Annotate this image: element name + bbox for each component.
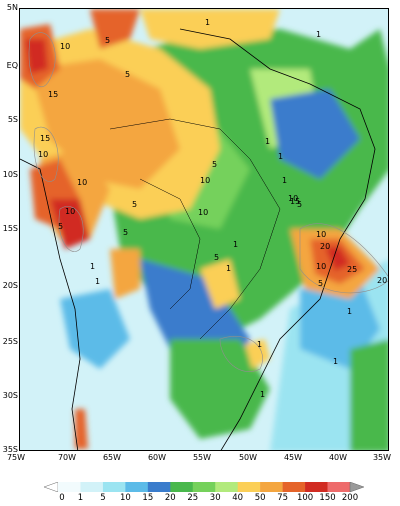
colorbar-segment xyxy=(170,482,194,492)
east-coastline xyxy=(179,28,376,450)
contour-label: 10 xyxy=(316,262,326,271)
contour-label: 1 xyxy=(316,30,321,39)
colorbar-label: 20 xyxy=(164,493,176,503)
contour-label: 10 xyxy=(200,176,210,185)
colorbar-label: 100 xyxy=(296,493,314,503)
lat-label-eq: EQ xyxy=(6,61,18,70)
contour-label: 15 xyxy=(48,90,58,99)
precipitation-map: 10 5 1 15 10 5 15 10 10 5 5 10 5 5 1 1 10 5 10 10 5 1 1 20 10 25 2… xyxy=(19,8,389,451)
contour-label: 10 xyxy=(288,194,298,203)
colorbar-segment xyxy=(282,482,306,492)
colorbar-label: 10 xyxy=(119,493,131,503)
lon-label-75w: 75W xyxy=(6,453,26,462)
colorbar-segment xyxy=(125,482,149,492)
colorbar-segment xyxy=(260,482,283,492)
colorbar-label: 40 xyxy=(232,493,244,503)
contour-label: 15 xyxy=(40,134,50,143)
colorbar-label: 200 xyxy=(341,493,359,503)
colorbar-segment xyxy=(215,482,238,492)
contour-label: 1 xyxy=(226,264,231,273)
contour-label: 1 xyxy=(233,240,238,249)
lat-label-5n: 5N xyxy=(6,3,18,12)
lon-label-55w: 55W xyxy=(192,453,212,462)
west-coastline xyxy=(20,158,81,450)
colorbar-segment xyxy=(80,482,104,492)
lon-label-50w: 50W xyxy=(238,453,258,462)
contour-label: 1 xyxy=(205,18,210,27)
lon-label-70w: 70W xyxy=(57,453,77,462)
colorbar-label: 25 xyxy=(187,493,199,503)
lat-label-15s: 15S xyxy=(2,224,18,233)
contour-label: 5 xyxy=(212,160,217,169)
country-border xyxy=(139,178,201,310)
lon-label-35w: 35W xyxy=(372,453,392,462)
lon-label-45w: 45W xyxy=(283,453,303,462)
contour-label: 25 xyxy=(347,265,357,274)
contour-label: 5 xyxy=(318,279,323,288)
contour-label: 1 xyxy=(282,176,287,185)
contour-lines xyxy=(28,32,388,372)
contour-label: 1 xyxy=(333,357,338,366)
colorbar-segment xyxy=(327,482,351,492)
contour-label: 5 xyxy=(105,36,110,45)
colorbar-label: 150 xyxy=(319,493,336,503)
lon-label-65w: 65W xyxy=(102,453,122,462)
contour-label: 5 xyxy=(58,222,63,231)
contour-label: 10 xyxy=(198,208,208,217)
lat-label-25s: 25S xyxy=(2,337,18,346)
contour-label: 5 xyxy=(132,200,137,209)
lat-label-20s: 20S xyxy=(2,281,18,290)
contour-label: 1 xyxy=(278,152,283,161)
colorbar-segment xyxy=(192,482,216,492)
lat-label-30s: 30S xyxy=(2,391,18,400)
lon-label-60w: 60W xyxy=(147,453,167,462)
contour-label: 1 xyxy=(90,262,95,271)
contour-label: 1 xyxy=(257,340,262,349)
lat-label-10s: 10S xyxy=(2,170,18,179)
colorbar-low-arrow xyxy=(44,482,59,492)
colorbar-label: 1 xyxy=(77,493,84,503)
colorbar-segment xyxy=(305,482,328,492)
contour-label: 10 xyxy=(77,178,87,187)
colorbar-segment xyxy=(237,482,261,492)
contour-label: 10 xyxy=(65,207,75,216)
lon-label-40w: 40W xyxy=(328,453,348,462)
lat-label-35s: 35S xyxy=(2,445,18,454)
colorbar-label: 75 xyxy=(277,493,289,503)
contour-label: 10 xyxy=(38,150,48,159)
colorbar-segment xyxy=(102,482,126,492)
colorbar-label: 50 xyxy=(254,493,266,503)
contour-label: 5 xyxy=(123,228,128,237)
colorbar xyxy=(44,482,364,492)
contour-label: 5 xyxy=(297,200,302,209)
contour-label: 15 xyxy=(290,197,300,206)
contour-label: 1 xyxy=(265,137,270,146)
contour-label: 1 xyxy=(347,307,352,316)
colorbar-label: 0 xyxy=(59,493,65,503)
colorbar-label: 15 xyxy=(142,493,154,503)
contour-label: 5 xyxy=(214,253,219,262)
contour-label: 10 xyxy=(316,230,326,239)
contour-label: 10 xyxy=(60,42,70,51)
precip-field xyxy=(20,9,388,450)
contour-label: 1 xyxy=(95,277,100,286)
lat-label-5s: 5S xyxy=(7,115,18,124)
colorbar-segment xyxy=(147,482,171,492)
state-borders xyxy=(109,118,281,340)
contour-label: 1 xyxy=(260,390,265,399)
contour-label: 20 xyxy=(320,242,330,251)
colorbar-high-arrow xyxy=(349,482,364,492)
contour-label: 20 xyxy=(377,276,387,285)
colorbar-label: 5 xyxy=(100,493,106,503)
colorbar-label: 30 xyxy=(209,493,221,503)
contour-label: 5 xyxy=(125,70,130,79)
colorbar-segment xyxy=(58,482,81,492)
